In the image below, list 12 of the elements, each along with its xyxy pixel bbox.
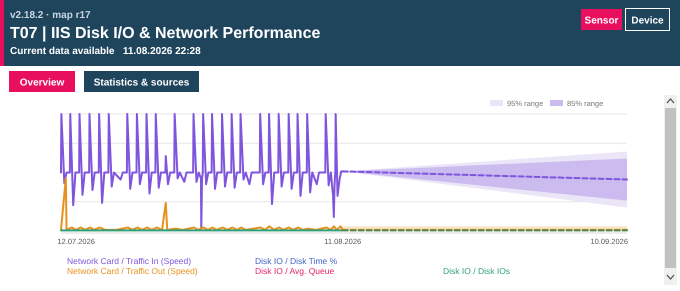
chart-subtitle: Current data available 11.08.2026 22:28	[10, 46, 202, 57]
text: Disk IO / Disk IOs	[443, 266, 510, 276]
legend-label: Disk IO / Disk Time %	[255, 256, 338, 266]
text: Statistics & sources	[94, 78, 190, 88]
text: v2.18.2 · map r17	[10, 10, 92, 21]
text: Sensor	[584, 16, 619, 26]
text: Overview	[20, 78, 64, 88]
text: Network Card / Traffic In (Speed)	[67, 256, 192, 266]
text: Network Card / Traffic Out (Speed)	[67, 266, 198, 276]
text: Device	[631, 16, 664, 26]
chart-title: T07 | IIS Disk I/O & Network Performance	[10, 25, 320, 42]
legend-label: Disk IO / Avg. Queue	[255, 266, 334, 276]
